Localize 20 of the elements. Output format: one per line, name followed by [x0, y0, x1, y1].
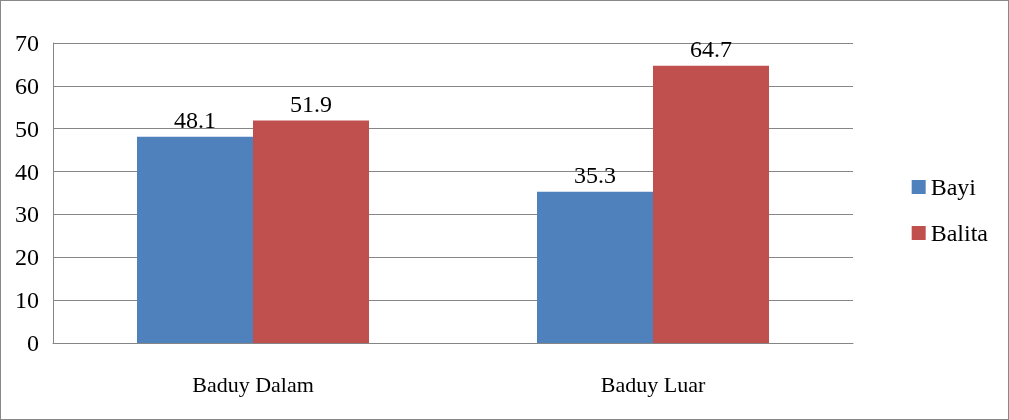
x-tick-label: Baduy Dalam — [192, 371, 314, 397]
bar — [253, 120, 369, 343]
x-tick-label: Baduy Luar — [600, 371, 706, 397]
bar — [537, 191, 653, 343]
data-label: 51.9 — [290, 90, 332, 117]
data-label: 48.1 — [174, 106, 216, 133]
legend-label: Bayi — [930, 174, 977, 200]
y-tick-label: 20 — [15, 244, 39, 271]
legend-label: Balita — [930, 220, 989, 246]
y-tick-label: 70 — [15, 30, 39, 56]
y-tick-label: 60 — [15, 72, 39, 99]
data-label: 35.3 — [574, 161, 616, 188]
data-label: 64.7 — [690, 35, 732, 62]
bar — [653, 65, 769, 343]
y-tick-label: 0 — [27, 330, 39, 356]
y-tick-label: 10 — [15, 287, 39, 314]
y-tick-label: 30 — [15, 201, 39, 228]
y-tick-label: 40 — [15, 158, 39, 185]
y-tick-label: 50 — [15, 115, 39, 142]
bar — [137, 136, 253, 343]
